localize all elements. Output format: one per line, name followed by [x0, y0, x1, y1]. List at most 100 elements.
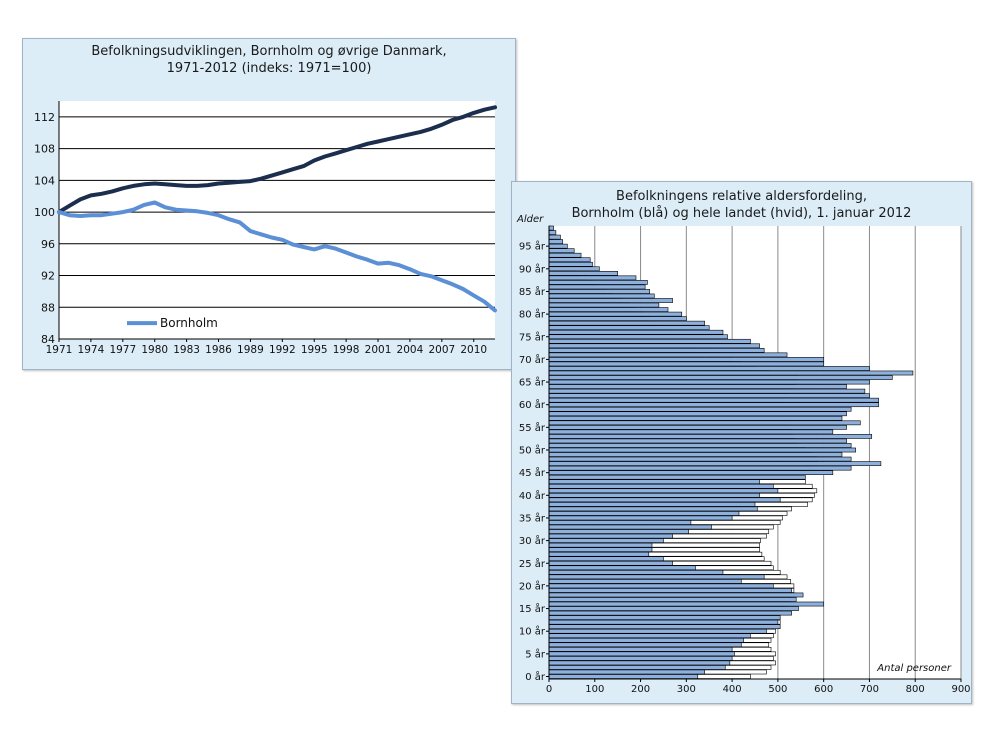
- y-tick-label: 84: [41, 333, 55, 346]
- bar-bornholm: [548, 434, 873, 439]
- x-tick-label: 2010: [460, 344, 487, 356]
- bar-bornholm: [548, 384, 847, 389]
- bar-bornholm: [548, 425, 847, 430]
- bar-bornholm: [548, 302, 660, 308]
- y-tick-label: 5 år: [525, 647, 546, 660]
- x-tick-label: 1974: [78, 344, 105, 356]
- bar-bornholm: [548, 642, 742, 648]
- y-tick-label: 60 år: [519, 398, 546, 411]
- y-tick-label: 108: [34, 143, 55, 156]
- bar-bornholm: [548, 515, 733, 521]
- bar-bornholm: [548, 406, 852, 412]
- x-tick-label: 400: [723, 684, 742, 695]
- bar-bornholm: [548, 429, 834, 435]
- bar-bornholm: [548, 280, 648, 285]
- bar-bornholm: [548, 669, 705, 675]
- series-line-ovrige-danmark: [57, 105, 497, 215]
- bar-bornholm: [548, 411, 847, 417]
- y-tick-label: 80 år: [519, 308, 546, 321]
- y-tick-label: 35 år: [519, 511, 546, 524]
- bar-bornholm: [548, 633, 751, 639]
- plot-area: [59, 101, 495, 339]
- bar-bornholm: [548, 547, 653, 553]
- bar-chart-title: Befolkningens relative aldersfordeling, …: [512, 188, 971, 222]
- x-tick-label: 2004: [397, 344, 424, 356]
- bar-bornholm: [548, 271, 618, 276]
- bar-bornholm: [548, 606, 799, 611]
- bar-bornholm: [548, 533, 673, 539]
- bar-bornholm: [548, 615, 781, 620]
- bar-bornholm: [548, 352, 788, 358]
- bar-bornholm: [548, 402, 879, 408]
- legend-label-bornholm: Bornholm: [160, 316, 218, 330]
- bar-bornholm: [548, 502, 756, 507]
- y-tick-label: 15 år: [519, 602, 546, 615]
- bar-bornholm: [548, 497, 781, 503]
- bar-bornholm: [548, 447, 857, 453]
- bar-bornholm: [548, 375, 893, 380]
- bar-bornholm: [548, 492, 760, 498]
- bar-bornholm: [548, 511, 740, 516]
- bar-bornholm: [548, 556, 664, 562]
- y-tick-label: 50 år: [519, 444, 546, 457]
- bar-bornholm: [548, 665, 726, 670]
- line-chart-svg: 84 88 92 96 100 104 108 112 1971 1974 1977 1980 1983…: [34, 101, 497, 356]
- bar-chart-svg: 0 100 200 300 400 500 600 700 800 900 0 år 5 år 10 å…: [516, 214, 971, 695]
- bar-bornholm: [548, 674, 699, 679]
- y-tick-label: 25 år: [519, 557, 546, 570]
- bar-bornholm: [548, 461, 882, 466]
- x-tick-label: 1998: [333, 344, 360, 356]
- bar-bornholm: [548, 420, 861, 426]
- y-tick-label: 40 år: [519, 489, 546, 502]
- line-chart-title: Befolkningsudviklingen, Bornholm og øvri…: [23, 43, 515, 77]
- bar-bornholm: [548, 601, 824, 607]
- bar-bornholm: [548, 610, 792, 616]
- bar-bornholm: [548, 415, 843, 421]
- bar-bornholm: [548, 483, 774, 489]
- x-tick-label: 300: [677, 684, 696, 695]
- bar-bornholm: [548, 366, 870, 371]
- bar-bornholm: [548, 289, 651, 294]
- bar-bornholm: [548, 656, 733, 661]
- bar-bornholm: [548, 456, 852, 462]
- bar-bornholm: [548, 660, 731, 666]
- bar-bornholm: [548, 479, 760, 485]
- bar-bornholm: [548, 538, 664, 543]
- x-tick-label: 600: [814, 684, 833, 695]
- bar-bornholm: [548, 474, 806, 480]
- y-tick-label: 90 år: [519, 262, 546, 275]
- y-tick-label: 95 år: [519, 240, 546, 253]
- x-tick-label: 200: [631, 684, 650, 695]
- y-tick-label: 70 år: [519, 353, 546, 366]
- bar-bornholm: [548, 298, 673, 303]
- x-tick-label: 1992: [269, 344, 296, 356]
- bar-bornholm: [548, 252, 582, 258]
- x-tick-label: 1971: [46, 344, 73, 356]
- series-line-bornholm: [57, 200, 497, 313]
- bar-bornholm: [548, 307, 669, 312]
- bar-bornholm: [548, 388, 866, 394]
- y-tick-label: 65 år: [519, 376, 546, 389]
- bar-bornholm: [548, 470, 834, 475]
- x-tick-label: 1986: [205, 344, 232, 356]
- bar-bornholm: [548, 261, 593, 267]
- bar-bornholm: [548, 588, 792, 593]
- bar-bornholm: [548, 579, 742, 584]
- bar-bornholm: [548, 520, 692, 525]
- bar-bornholm: [548, 230, 557, 235]
- bar-bornholm: [548, 592, 804, 598]
- y-tick-label: 92: [41, 270, 55, 283]
- bar-bornholm: [548, 452, 843, 457]
- bar-bornholm: [548, 637, 744, 643]
- y-tick-label: 85 år: [519, 285, 546, 298]
- bar-bornholm: [548, 234, 561, 240]
- line-chart-title-line-1: Befolkningsudviklingen, Bornholm og øvri…: [91, 44, 447, 59]
- bar-bornholm: [548, 443, 852, 448]
- y-tick-label: 0 år: [525, 670, 546, 683]
- bar-bornholm: [548, 243, 568, 249]
- bar-bornholm: [548, 320, 705, 326]
- x-tick-label: 2007: [428, 344, 455, 356]
- y-tick-label: 45 år: [519, 466, 546, 479]
- bar-bornholm: [548, 551, 650, 557]
- x-tick-label: 100: [585, 684, 604, 695]
